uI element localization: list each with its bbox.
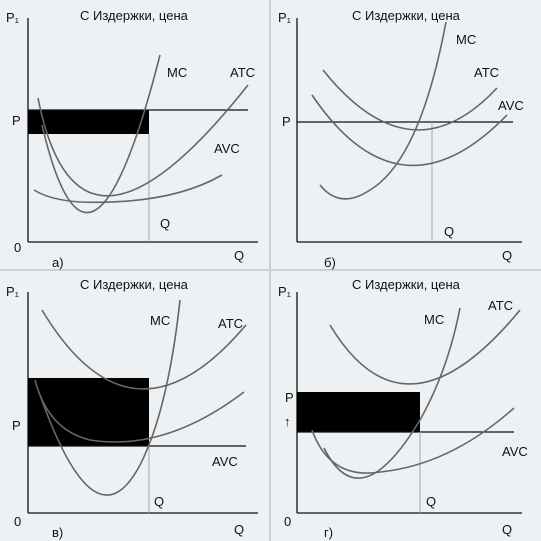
panel-b-quantity-label: Q [444, 224, 454, 239]
panel-b-y-axis-label: P₁ [278, 10, 292, 25]
panel-a: С Издержки, цена P₁ 0 Q а) P Q MC ATC AV… [6, 8, 258, 270]
panel-b-atc-label: ATC [474, 65, 499, 80]
panel-v-atc-curve [41, 309, 247, 390]
panel-g-price-label: P [285, 390, 294, 405]
panel-a-mc-curve [41, 54, 161, 214]
panel-v-quantity-label: Q [154, 494, 164, 509]
panel-v-title: С Издержки, цена [80, 277, 189, 292]
panel-g-origin-label: 0 [284, 514, 291, 529]
panel-b-avc-curve [311, 94, 508, 167]
panel-g-caption: г) [324, 525, 333, 540]
panel-v-price-label: P [12, 418, 21, 433]
panel-b-title: С Издержки, цена [352, 8, 461, 23]
panel-g-mc-curve [323, 307, 461, 479]
panel-g-atc-label: ATC [488, 298, 513, 313]
panel-g: С Издержки, цена P₁ 0 Q г) P ↑ Q MC ATC … [278, 277, 528, 540]
panel-a-quantity-label: Q [160, 216, 170, 231]
panel-g-mc-label: MC [424, 312, 444, 327]
panel-a-profit-area [28, 110, 149, 134]
panel-g-atc-curve [329, 309, 521, 385]
panel-g-price-arrow: ↑ [284, 414, 291, 429]
panel-a-atc-curve [37, 84, 249, 197]
panel-g-x-axis-label: Q [502, 522, 512, 537]
panel-a-avc-label: AVC [214, 141, 240, 156]
panel-a-atc-label: ATC [230, 65, 255, 80]
panel-g-y-axis-label: P₁ [278, 284, 292, 299]
panel-v-avc-label: AVC [212, 454, 238, 469]
panel-v-origin-label: 0 [14, 514, 21, 529]
panel-g-loss-area [297, 392, 420, 432]
panel-v-mc-curve [39, 299, 181, 496]
panel-a-x-axis-label: Q [234, 248, 244, 263]
panel-a-origin-label: 0 [14, 240, 21, 255]
panel-a-mc-label: MC [167, 65, 187, 80]
panel-a-price-label: P [12, 113, 21, 128]
panel-v-x-axis-label: Q [234, 522, 244, 537]
panel-b-atc-curve [322, 69, 498, 131]
panel-a-caption: а) [52, 255, 64, 270]
panel-b-x-axis-label: Q [502, 248, 512, 263]
panel-b-price-label: P [282, 114, 291, 129]
panel-b-caption: б) [324, 255, 336, 270]
panel-v-caption: в) [52, 525, 63, 540]
panel-b-mc-curve [319, 21, 447, 200]
panel-a-avc-curve [33, 174, 223, 204]
panel-v-y-axis-label: P₁ [6, 284, 20, 299]
panel-b-mc-label: MC [456, 32, 476, 47]
panel-a-title: С Издержки, цена [80, 8, 189, 23]
panel-g-quantity-label: Q [426, 494, 436, 509]
panel-b: С Издержки, цена P₁ Q б) P Q MC ATC AVC [278, 8, 524, 270]
panel-v: С Издержки, цена P₁ 0 Q в) P Q MC ATC AV… [6, 277, 258, 540]
panel-g-title: С Издержки, цена [352, 277, 461, 292]
panel-v-mc-label: MC [150, 313, 170, 328]
panel-g-avc-label: AVC [502, 444, 528, 459]
panel-a-y-axis-label: P₁ [6, 10, 20, 25]
panel-b-avc-label: AVC [498, 98, 524, 113]
panel-v-atc-label: ATC [218, 316, 243, 331]
panel-v-avc-curve [34, 379, 245, 443]
